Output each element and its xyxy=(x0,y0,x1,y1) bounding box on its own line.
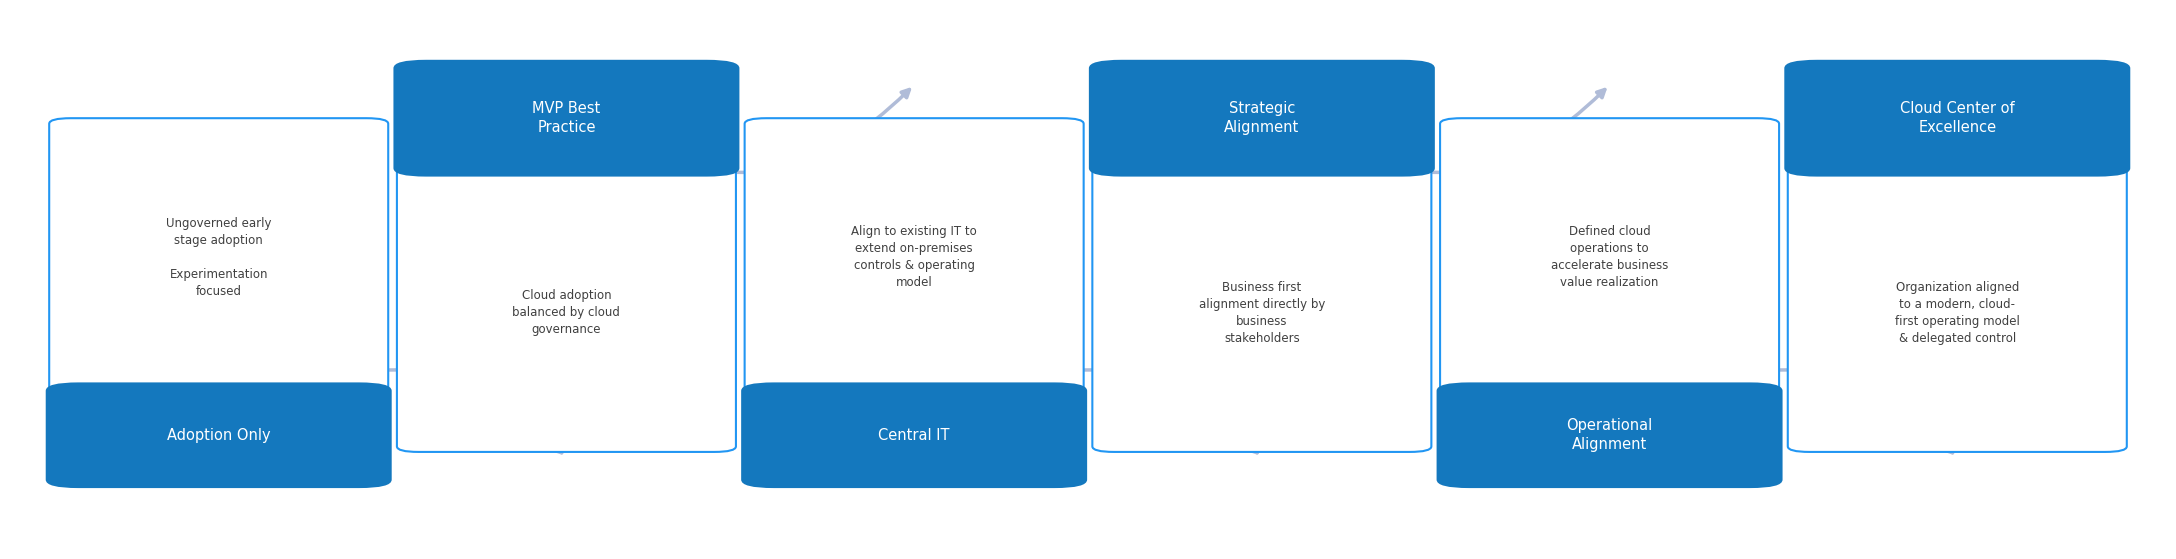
FancyArrowPatch shape xyxy=(568,87,910,172)
FancyBboxPatch shape xyxy=(742,382,1088,488)
FancyBboxPatch shape xyxy=(1088,60,1434,177)
FancyBboxPatch shape xyxy=(1784,60,2130,177)
FancyArrowPatch shape xyxy=(916,370,1258,456)
Text: Cloud adoption
balanced by cloud
governance: Cloud adoption balanced by cloud governa… xyxy=(514,290,620,337)
FancyBboxPatch shape xyxy=(1789,129,2126,452)
FancyArrowPatch shape xyxy=(1612,370,1952,456)
FancyBboxPatch shape xyxy=(1092,129,1432,452)
Text: Strategic
Alignment: Strategic Alignment xyxy=(1225,101,1299,135)
Text: MVP Best
Practice: MVP Best Practice xyxy=(533,101,601,135)
FancyBboxPatch shape xyxy=(1436,382,1782,488)
FancyBboxPatch shape xyxy=(744,118,1084,441)
Text: Organization aligned
to a modern, cloud-
first operating model
& delegated contr: Organization aligned to a modern, cloud-… xyxy=(1895,281,2019,345)
FancyBboxPatch shape xyxy=(46,382,392,488)
Text: Align to existing IT to
extend on-premises
controls & operating
model: Align to existing IT to extend on-premis… xyxy=(851,225,977,289)
FancyBboxPatch shape xyxy=(50,118,387,441)
Text: Cloud Center of
Excellence: Cloud Center of Excellence xyxy=(1900,101,2015,135)
Text: Central IT: Central IT xyxy=(879,428,951,443)
Text: Defined cloud
operations to
accelerate business
value realization: Defined cloud operations to accelerate b… xyxy=(1551,225,1669,289)
FancyArrowPatch shape xyxy=(220,370,561,456)
FancyBboxPatch shape xyxy=(396,129,735,452)
FancyBboxPatch shape xyxy=(394,60,740,177)
FancyBboxPatch shape xyxy=(1441,118,1780,441)
Text: Ungoverned early
stage adoption

Experimentation
focused: Ungoverned early stage adoption Experime… xyxy=(165,217,272,298)
Text: Operational
Alignment: Operational Alignment xyxy=(1567,419,1654,452)
FancyArrowPatch shape xyxy=(1264,87,1606,172)
Text: Adoption Only: Adoption Only xyxy=(168,428,270,443)
Text: Business first
alignment directly by
business
stakeholders: Business first alignment directly by bus… xyxy=(1199,281,1325,345)
